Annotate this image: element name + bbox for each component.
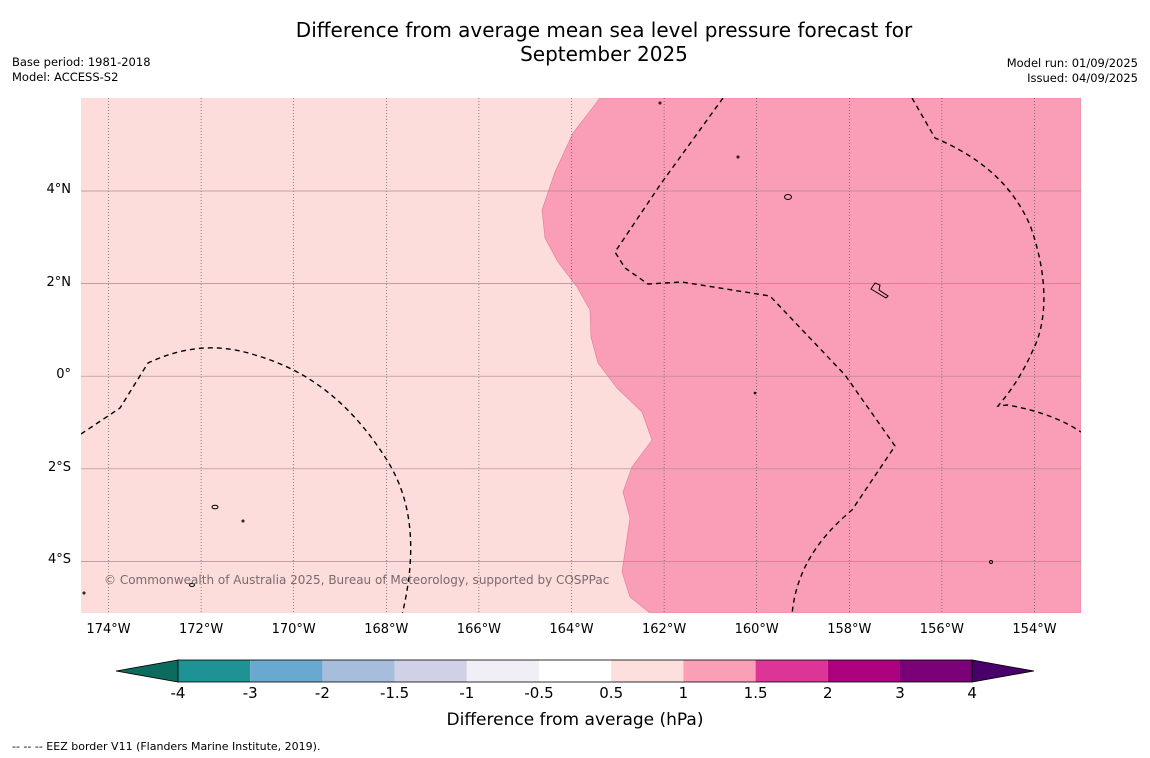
colorbar-segment (900, 660, 973, 682)
longitude-label: 156°W (919, 622, 964, 637)
colorbar-segment (755, 660, 828, 682)
colorbar-tick-label: 3 (895, 684, 905, 702)
colorbar-segment (466, 660, 539, 682)
colorbar-tick-label: -0.5 (524, 684, 554, 702)
longitude-label: 166°W (456, 622, 501, 637)
colorbar (115, 659, 1035, 683)
colorbar-segment (539, 660, 612, 682)
colorbar-tick-label: -4 (170, 684, 186, 702)
longitude-label: 168°W (364, 622, 409, 637)
colorbar-tick-label: -1.5 (379, 684, 410, 702)
colorbar-tick-label: 1 (678, 684, 689, 702)
island (82, 591, 86, 595)
colorbar-tick-label: 0.5 (599, 684, 624, 702)
island (736, 155, 740, 159)
longitude-label: 174°W (86, 622, 131, 637)
island (241, 519, 245, 523)
base-period-text: Base period: 1981-2018 (12, 55, 151, 69)
colorbar-tick-label: -3 (242, 684, 258, 702)
longitude-label: 170°W (271, 622, 316, 637)
island (658, 101, 662, 105)
colorbar-segment (394, 660, 467, 682)
colorbar-segment (250, 660, 323, 682)
colorbar-segment (683, 660, 756, 682)
latitude-label: 2°N (46, 274, 72, 290)
colorbar-tick-label: 1.5 (743, 684, 768, 702)
model-text: Model: ACCESS-S2 (12, 70, 119, 84)
island (753, 391, 757, 395)
meta-right: Model run: 01/09/2025 Issued: 04/09/2025 (1007, 56, 1138, 86)
colorbar-outline (177, 659, 973, 683)
model-run-text: Model run: 01/09/2025 (1006, 56, 1138, 70)
island (989, 560, 993, 564)
eez-border-west (81, 347, 412, 613)
colorbar-segment (611, 660, 684, 682)
longitude-label: 172°W (179, 622, 224, 637)
eez-borders (81, 98, 1081, 613)
colorbar-tick-label: 2 (823, 684, 833, 702)
islands (82, 101, 993, 595)
graticule (81, 98, 1081, 613)
colorbar-extend-high (971, 659, 1035, 683)
copyright-text: © Commonwealth of Australia 2025, Bureau… (104, 573, 609, 587)
eez-border-central (614, 98, 896, 613)
latitude-label: 4°S (47, 552, 71, 568)
colorbar-extend-low (115, 659, 179, 683)
longitude-label: 154°W (1012, 622, 1057, 637)
colorbar-tick-label: 4 (967, 684, 977, 702)
colorbar-segment (827, 660, 900, 682)
colorbar-title: Difference from average (hPa) (446, 710, 704, 730)
island (870, 282, 889, 299)
longitude-label: 158°W (827, 622, 872, 637)
title-line-2: September 2025 (520, 42, 688, 66)
island (189, 583, 195, 587)
island (211, 504, 219, 510)
latitude-label: 4°N (46, 182, 72, 197)
eez-footnote: -- -- -- EEZ border V11 (Flanders Marine… (12, 740, 321, 753)
anomaly-region-1-1.5 (541, 98, 1081, 613)
colorbar-tick-label: -1 (459, 684, 475, 702)
eez-border-east (911, 98, 1081, 433)
longitude-label: 162°W (642, 622, 687, 637)
latitude-label: 2°S (47, 459, 71, 475)
issued-text: Issued: 04/09/2025 (1027, 71, 1138, 85)
latitude-label: 0° (56, 367, 71, 383)
colorbar-segment (322, 660, 395, 682)
colorbar-segment (178, 660, 251, 682)
longitude-label: 164°W (549, 622, 594, 637)
title-line-1: Difference from average mean sea level p… (295, 18, 913, 42)
map-title: Difference from average mean sea level p… (200, 18, 1008, 66)
longitude-label: 160°W (734, 622, 779, 637)
island (784, 194, 792, 200)
meta-left: Base period: 1981-2018 Model: ACCESS-S2 (12, 55, 151, 85)
colorbar-tick-label: -2 (314, 684, 330, 702)
